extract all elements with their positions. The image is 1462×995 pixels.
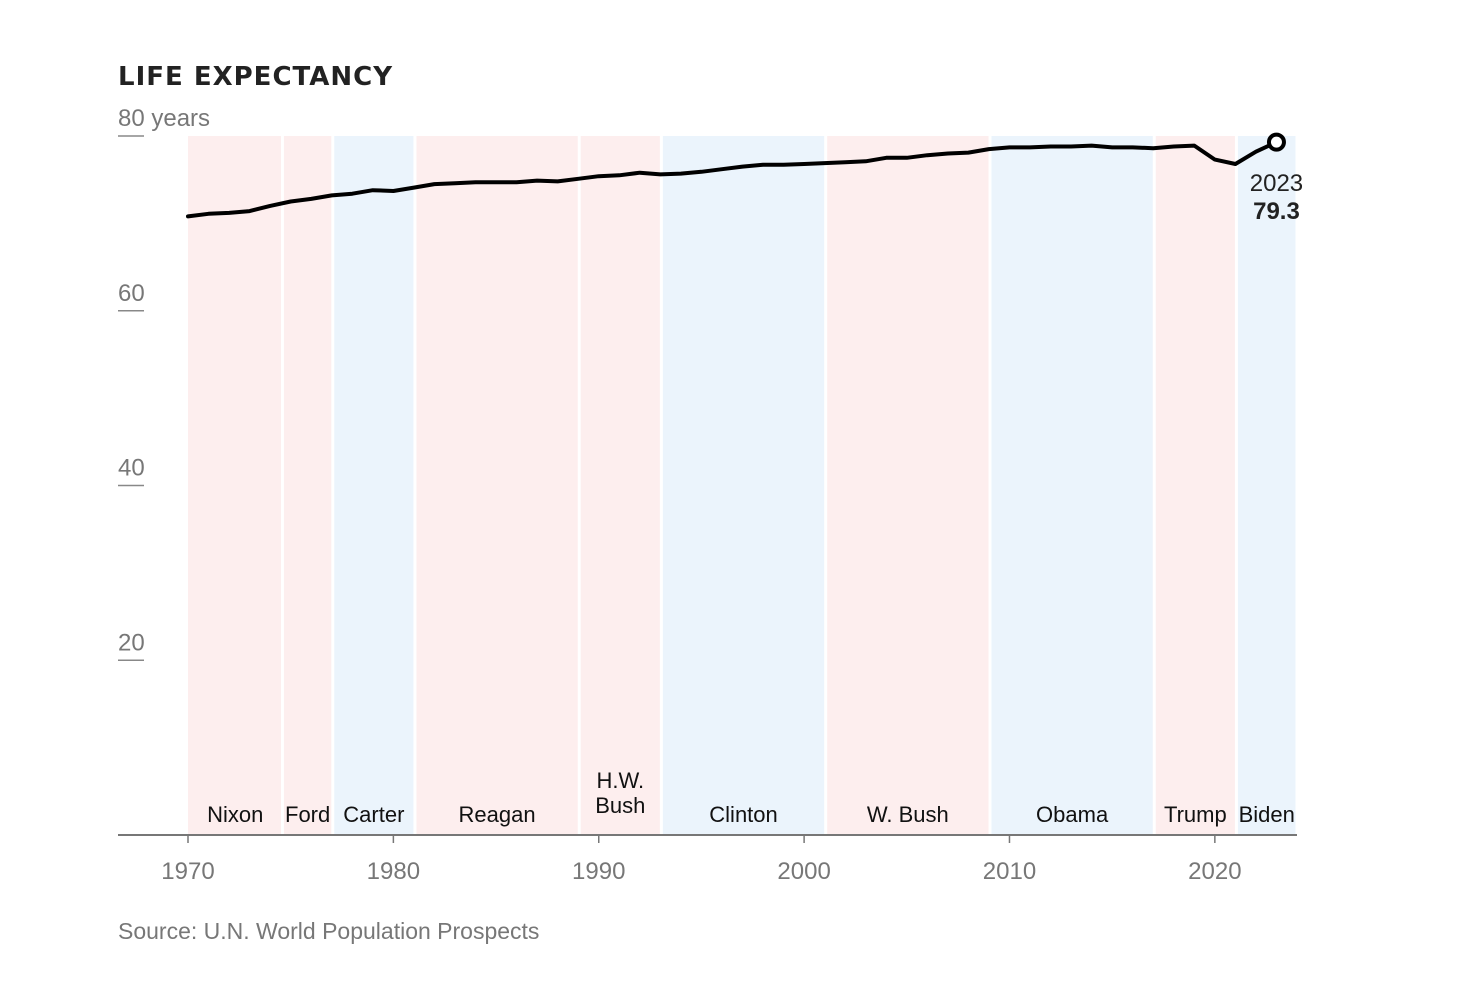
presidency-label: H.W.	[596, 768, 644, 793]
x-axis: 1970 1980 1990 2000 2010 2020	[118, 834, 1297, 885]
presidency-label: Clinton	[709, 802, 777, 827]
chart-title: LIFE EXPECTANCY	[118, 62, 394, 92]
chart-source: Source: U.N. World Population Prospects	[118, 918, 540, 944]
presidency-band	[283, 136, 332, 835]
x-tick-label: 2000	[777, 858, 830, 885]
presidency-band	[1155, 136, 1235, 835]
annotation-value: 79.3	[1253, 198, 1300, 225]
y-tick-label: 60	[118, 280, 145, 307]
presidency-label: Reagan	[459, 802, 536, 827]
annotation-year: 2023	[1250, 170, 1303, 197]
series-lines	[186, 140, 1279, 219]
x-tick-label: 1990	[572, 858, 625, 885]
presidency-label: Bush	[595, 793, 645, 818]
x-tick-label: 1970	[161, 858, 214, 885]
presidency-band	[1237, 136, 1296, 835]
presidency-label: Trump	[1164, 802, 1227, 827]
presidency-band	[188, 136, 281, 835]
presidency-band	[416, 136, 578, 835]
x-tick-label: 2020	[1188, 858, 1241, 885]
y-axis: 80 years 60 40 20	[118, 105, 210, 661]
presidency-label: Ford	[285, 802, 330, 827]
x-tick-label: 1980	[367, 858, 420, 885]
presidency-label: Carter	[343, 802, 404, 827]
end-point-marker	[1266, 132, 1286, 152]
presidency-bands	[188, 136, 1296, 835]
presidency-band	[334, 136, 414, 835]
series-line	[186, 140, 1279, 219]
presidency-label: Nixon	[207, 802, 263, 827]
presidency-band	[662, 136, 825, 835]
presidency-band	[991, 136, 1153, 835]
presidency-band	[580, 136, 660, 835]
y-tick-label: 20	[118, 629, 145, 656]
presidency-labels: Nixon Ford Carter Reagan H.W.Bush Clinton W. B…	[207, 768, 1295, 827]
presidency-band	[827, 136, 989, 835]
y-tick-label: 40	[118, 455, 145, 482]
presidency-label: W. Bush	[867, 802, 949, 827]
x-tick-label: 2010	[983, 858, 1036, 885]
presidency-label: Obama	[1036, 802, 1109, 827]
presidency-label: Biden	[1239, 802, 1295, 827]
y-tick-label: 80 years	[118, 105, 210, 132]
